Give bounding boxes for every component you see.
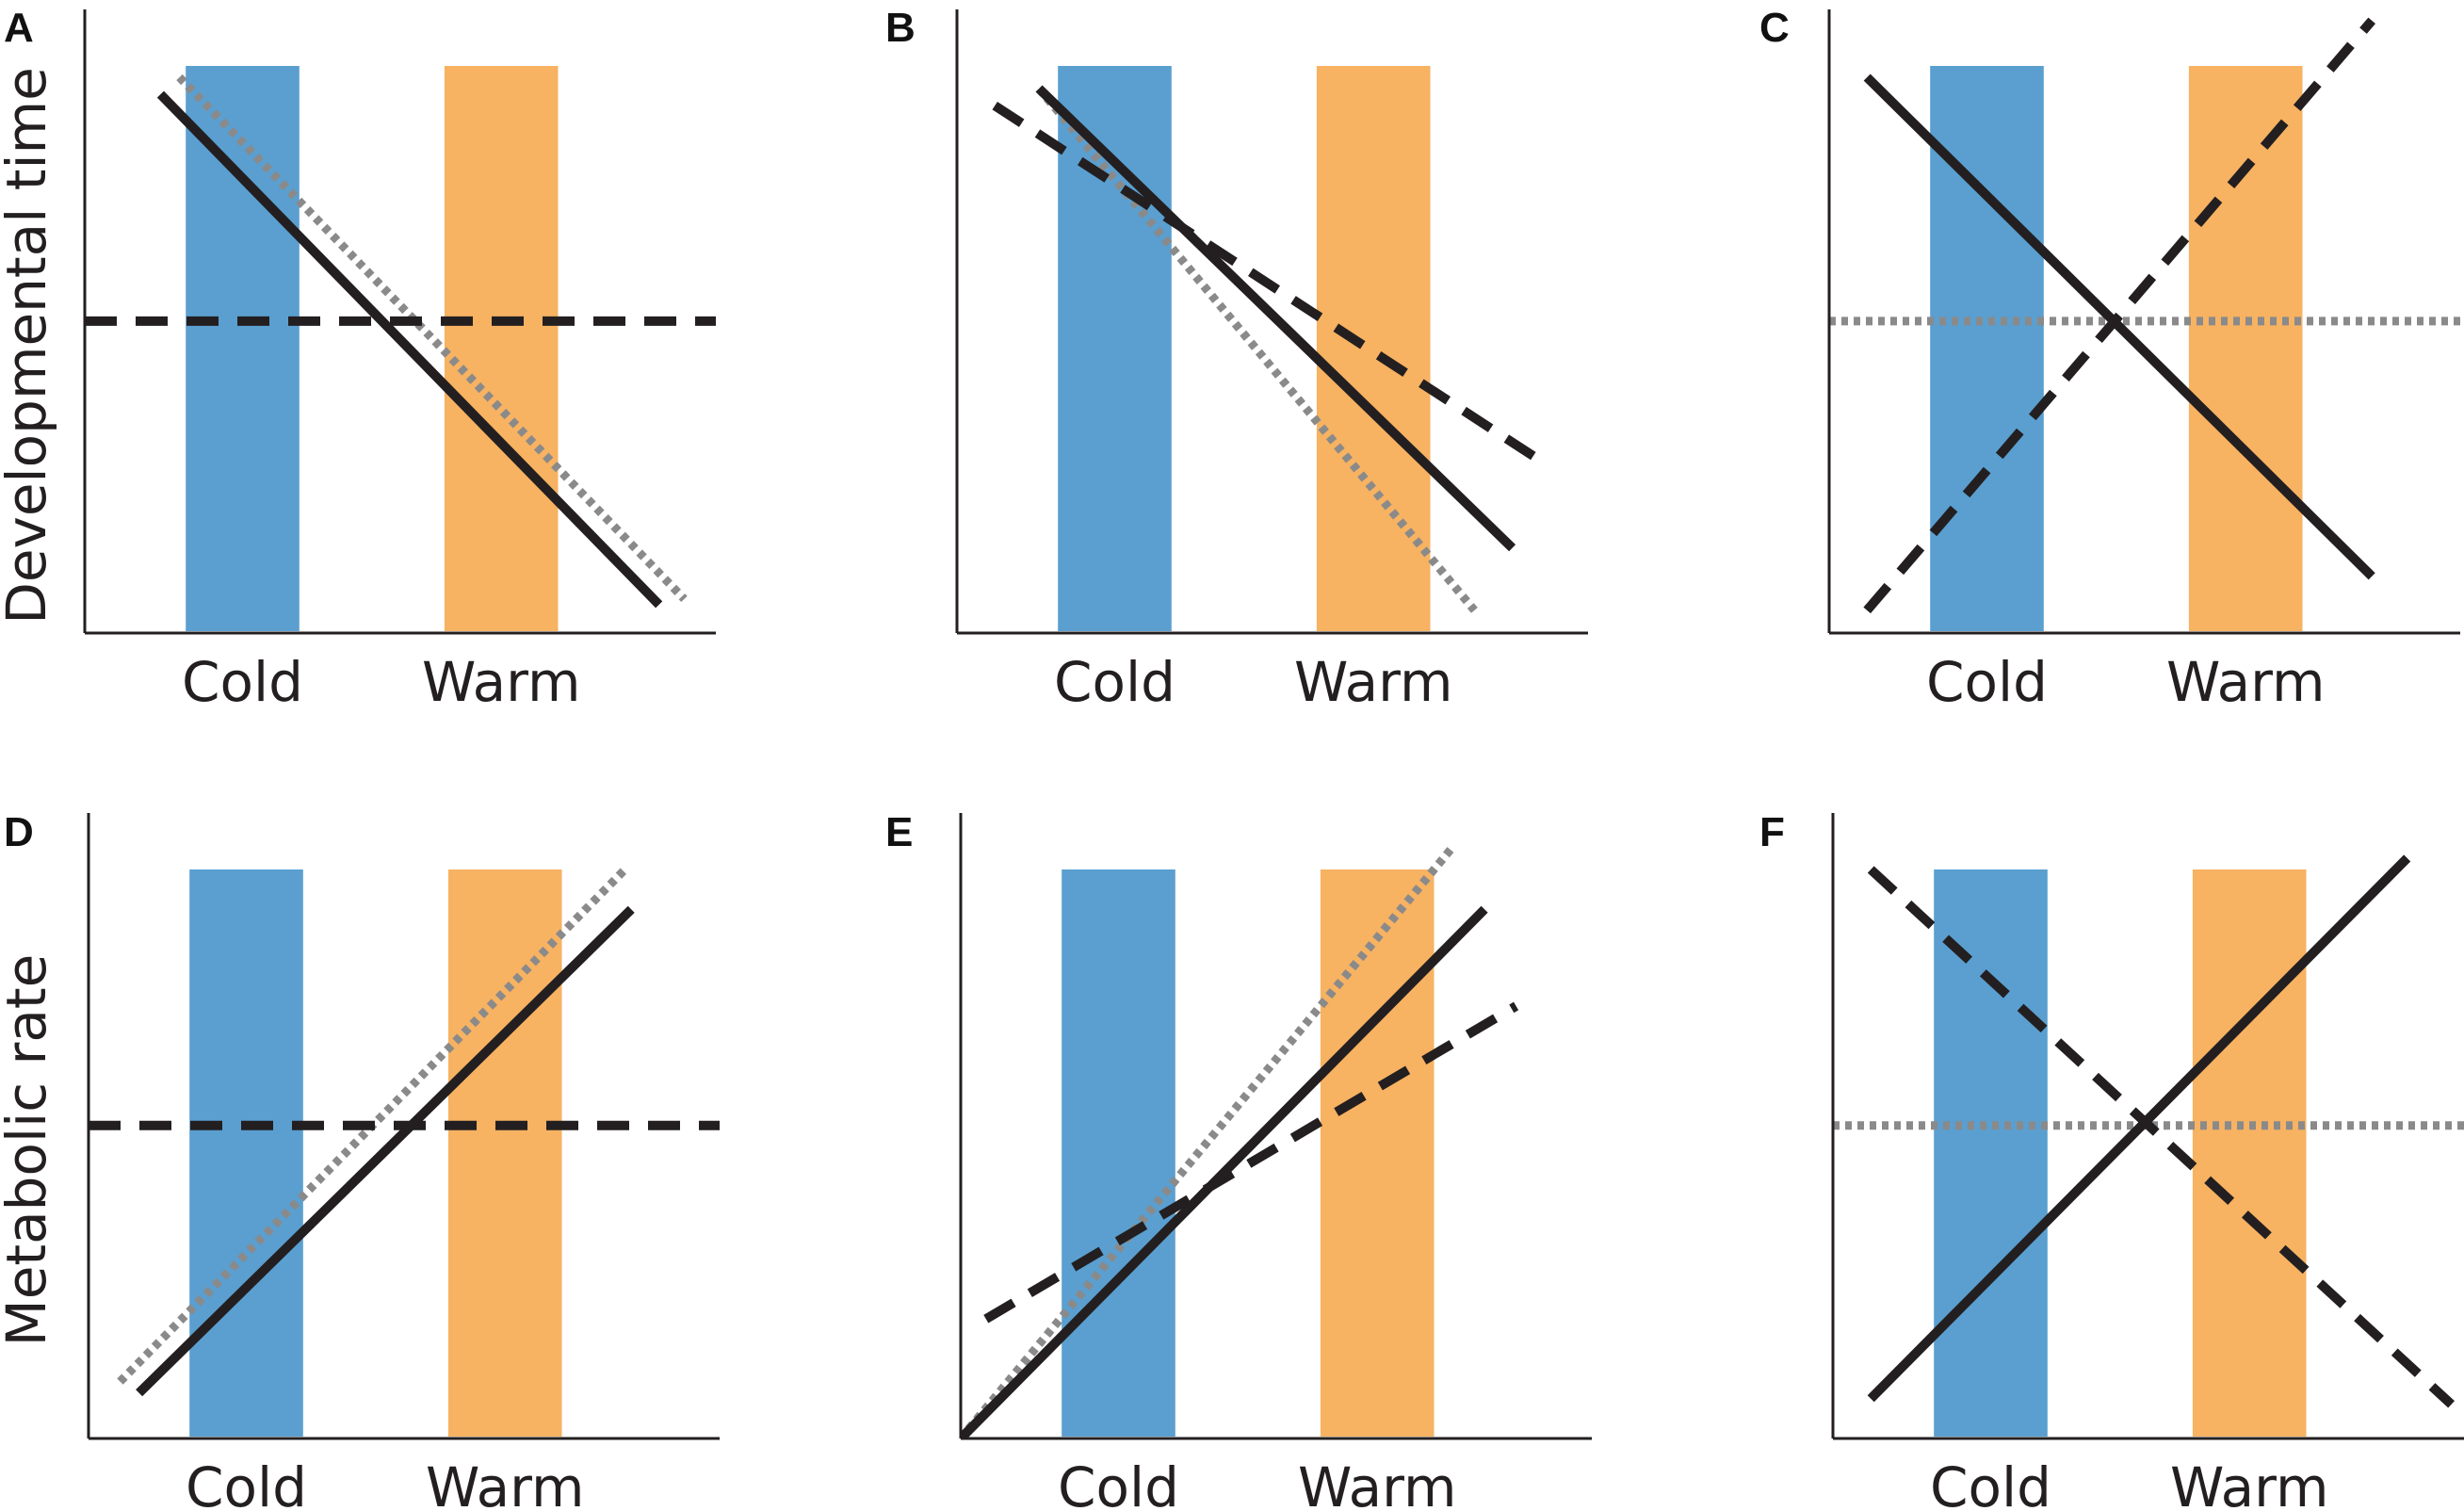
panel-label-e: E bbox=[885, 809, 913, 855]
y-axis-label: Developmental time bbox=[0, 67, 58, 625]
panel-a: Cold Warm A Developmental time bbox=[0, 5, 716, 714]
dashed-line-c bbox=[1863, 17, 2375, 614]
warm-band bbox=[2188, 66, 2303, 631]
panel-label-d: D bbox=[4, 809, 34, 855]
dashed-line-b bbox=[992, 101, 1547, 467]
warm-band bbox=[2192, 869, 2307, 1437]
cold-band bbox=[1058, 66, 1172, 631]
x-tick-label-cold: Cold bbox=[1054, 650, 1175, 714]
panel-f: Cold Warm F bbox=[1759, 809, 2464, 1511]
panel-b: Cold Warm B bbox=[885, 5, 1588, 714]
panel-label-b: B bbox=[885, 5, 916, 51]
series-group bbox=[85, 73, 716, 609]
dashed-line-e bbox=[983, 1001, 1519, 1324]
x-tick-label-cold: Cold bbox=[1926, 650, 2048, 714]
series-group bbox=[1833, 854, 2464, 1408]
cold-band bbox=[1062, 869, 1175, 1437]
panel-label-a: A bbox=[4, 5, 34, 51]
y-axis-label: Metabolic rate bbox=[0, 954, 58, 1347]
dotted-line-b bbox=[1035, 86, 1478, 613]
series-group bbox=[992, 85, 1547, 613]
warm-band bbox=[444, 66, 559, 631]
cold-band bbox=[186, 66, 300, 631]
x-tick-label-warm: Warm bbox=[2166, 650, 2326, 714]
panel-label-f: F bbox=[1759, 809, 1785, 855]
x-tick-label-cold: Cold bbox=[182, 650, 303, 714]
x-tick-label-warm: Warm bbox=[426, 1455, 585, 1511]
cold-band bbox=[1934, 869, 2048, 1437]
panel-e: Cold Warm E bbox=[885, 809, 1592, 1511]
solid-line-a bbox=[156, 90, 663, 609]
series-group bbox=[89, 866, 720, 1397]
x-tick-label-warm: Warm bbox=[1294, 650, 1453, 714]
panel-c: Cold Warm C bbox=[1759, 5, 2460, 714]
solid-line-f bbox=[1867, 854, 2411, 1403]
cold-band bbox=[189, 869, 303, 1437]
warm-band bbox=[1320, 869, 1435, 1437]
solid-line-b bbox=[1035, 85, 1516, 552]
solid-line-e bbox=[961, 905, 1488, 1438]
x-tick-label-warm: Warm bbox=[1298, 1455, 1457, 1511]
dashed-line-f bbox=[1867, 866, 2455, 1408]
series-group bbox=[1829, 17, 2460, 614]
panel-d: Cold Warm D Metabolic rate bbox=[0, 809, 720, 1511]
x-tick-label-warm: Warm bbox=[422, 650, 581, 714]
dotted-line-e bbox=[961, 843, 1457, 1438]
series-group bbox=[961, 843, 1519, 1438]
solid-line-c bbox=[1863, 73, 2375, 580]
x-tick-label-cold: Cold bbox=[1058, 1455, 1179, 1511]
solid-line-d bbox=[136, 905, 635, 1397]
x-tick-label-warm: Warm bbox=[2170, 1455, 2329, 1511]
warm-band bbox=[447, 869, 562, 1437]
x-tick-label-cold: Cold bbox=[186, 1455, 307, 1511]
panel-label-c: C bbox=[1759, 5, 1790, 51]
dotted-line-a bbox=[176, 73, 688, 603]
x-tick-label-cold: Cold bbox=[1930, 1455, 2051, 1511]
warm-band bbox=[1316, 66, 1431, 631]
